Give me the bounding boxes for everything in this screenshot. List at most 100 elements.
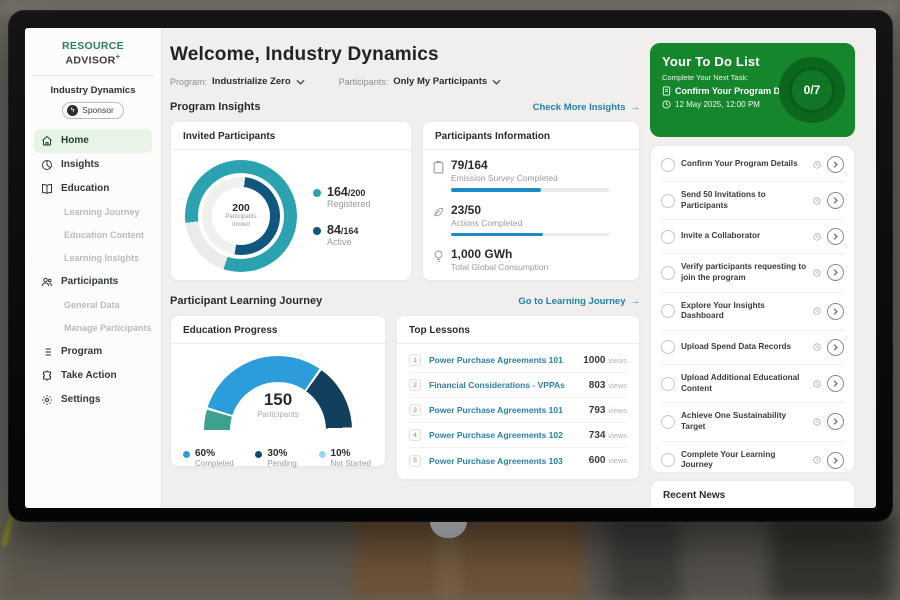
- donut-legend: 164/200 Registered 84/164 Active: [313, 185, 371, 247]
- legend-pending: 30% Pending: [255, 448, 296, 468]
- todo-go-button[interactable]: [827, 452, 844, 469]
- todo-checkbox[interactable]: [661, 158, 675, 172]
- logo-advisor: ADVISOR: [66, 55, 116, 67]
- todo-item[interactable]: Achieve One Sustainability Target: [661, 403, 844, 441]
- lesson-rank: 5: [409, 455, 421, 467]
- todo-checkbox[interactable]: [661, 194, 675, 208]
- todo-item[interactable]: Confirm Your Program Details: [661, 148, 844, 182]
- stat-value: 1,000 GWh: [451, 247, 548, 261]
- sponsor-label: Sponsor: [82, 105, 114, 115]
- registered-dot: [313, 189, 321, 197]
- donut-center: 200 Participants Invited: [212, 187, 270, 245]
- todo-checkbox[interactable]: [661, 266, 675, 280]
- section-title: Participant Learning Journey: [170, 295, 322, 307]
- todo-item-label: Invite a Collaborator: [681, 231, 807, 242]
- timer-icon: [813, 307, 821, 315]
- bulb-icon: [433, 250, 444, 272]
- todo-checkbox[interactable]: [661, 340, 675, 354]
- todo-item-label: Complete Your Learning Journey: [681, 450, 807, 471]
- todo-item[interactable]: Invite a Collaborator: [661, 220, 844, 254]
- sidebar-item-settings[interactable]: Settings: [34, 388, 152, 412]
- sidebar-item-program[interactable]: Program: [34, 340, 152, 364]
- lesson-views: 734: [589, 430, 606, 441]
- todo-due-date: 12 May 2025, 12:00 PM: [675, 100, 760, 109]
- card-title: Participants Information: [423, 122, 639, 150]
- todo-checkbox[interactable]: [661, 304, 675, 318]
- pending-pct: 30%: [267, 448, 296, 459]
- education-progress-card: Education Progress 150 Participants: [170, 315, 386, 467]
- sponsor-badge[interactable]: ϟ Sponsor: [62, 102, 124, 119]
- go-to-learning-journey-link[interactable]: Go to Learning Journey →: [518, 296, 640, 307]
- sidebar-item-participants[interactable]: Participants: [34, 270, 152, 294]
- legend-active: 84/164 Active: [313, 223, 371, 247]
- stat-label: Emission Survey Completed: [451, 173, 609, 183]
- todo-item[interactable]: Verify participants requesting to join t…: [661, 254, 844, 292]
- lesson-link[interactable]: Power Purchase Agreements 102: [429, 430, 581, 440]
- todo-go-button[interactable]: [827, 192, 844, 209]
- puzzle-icon: [41, 370, 53, 382]
- list-icon: [41, 346, 53, 358]
- pending-label: Pending: [267, 459, 296, 468]
- todo-item-label: Upload Additional Educational Content: [681, 373, 807, 394]
- task-doc-icon: [662, 86, 671, 96]
- legend-registered: 164/200 Registered: [313, 185, 371, 209]
- leaf-icon: [433, 206, 444, 237]
- sidebar-item-label: Settings: [61, 394, 100, 405]
- todo-item[interactable]: Upload Additional Educational Content: [661, 365, 844, 403]
- todo-go-button[interactable]: [827, 413, 844, 430]
- todo-go-button[interactable]: [827, 339, 844, 356]
- learning-journey-header: Participant Learning Journey Go to Learn…: [170, 295, 640, 307]
- todo-item-label: Verify participants requesting to join t…: [681, 262, 807, 283]
- book-icon: [41, 183, 53, 195]
- sidebar-item-learning-journey[interactable]: Learning Journey: [34, 201, 152, 224]
- lesson-rank: 3: [409, 404, 421, 416]
- actions-progress-fill: [451, 233, 543, 237]
- card-title: Education Progress: [171, 316, 385, 344]
- todo-checkbox[interactable]: [661, 415, 675, 429]
- todo-item[interactable]: Explore Your Insights Dashboard: [661, 293, 844, 331]
- recent-news-card: Recent News: [650, 480, 855, 508]
- todo-item[interactable]: Complete Your Learning Journey: [661, 442, 844, 480]
- sidebar-item-label: Insights: [61, 159, 99, 170]
- clock-icon: [662, 100, 671, 109]
- sidebar-item-label: Education Content: [64, 230, 144, 240]
- sidebar-item-education-content[interactable]: Education Content: [34, 224, 152, 247]
- timer-icon: [813, 456, 821, 464]
- sidebar-item-take-action[interactable]: Take Action: [34, 364, 152, 388]
- not-started-dot: [319, 451, 326, 458]
- todo-go-button[interactable]: [827, 156, 844, 173]
- lesson-row: 2 Financial Considerations - VPPAs 803 v…: [409, 373, 627, 398]
- todo-item[interactable]: Upload Spend Data Records: [661, 331, 844, 365]
- sidebar-item-label: Manage Participants: [64, 323, 152, 333]
- chevron-down-icon: [492, 79, 501, 85]
- todo-checkbox[interactable]: [661, 453, 675, 467]
- todo-item[interactable]: Send 50 Invitations to Participants: [661, 182, 844, 220]
- lesson-link[interactable]: Power Purchase Agreements 101: [429, 355, 575, 365]
- todo-checkbox[interactable]: [661, 230, 675, 244]
- sidebar-item-insights[interactable]: Insights: [34, 153, 152, 177]
- sidebar: RESOURCE ADVISOR+ Industry Dynamics ϟ Sp…: [25, 28, 162, 508]
- todo-go-button[interactable]: [827, 228, 844, 245]
- registered-denominator: /200: [348, 188, 366, 198]
- participants-dropdown[interactable]: Participants: Only My Participants: [339, 76, 502, 87]
- lesson-link[interactable]: Power Purchase Agreements 101: [429, 405, 581, 415]
- lesson-link[interactable]: Financial Considerations - VPPAs: [429, 380, 581, 390]
- check-more-insights-link[interactable]: Check More Insights →: [533, 102, 640, 113]
- todo-go-button[interactable]: [827, 303, 844, 320]
- timer-icon: [813, 161, 821, 169]
- lesson-row: 3 Power Purchase Agreements 101 793 view…: [409, 398, 627, 423]
- todo-go-button[interactable]: [827, 375, 844, 392]
- sidebar-item-general-data[interactable]: General Data: [34, 294, 152, 317]
- completed-dot: [183, 451, 190, 458]
- sidebar-item-home[interactable]: Home: [34, 129, 152, 153]
- sidebar-item-learning-insights[interactable]: Learning Insights: [34, 247, 152, 270]
- lesson-link[interactable]: Power Purchase Agreements 103: [429, 456, 581, 466]
- sidebar-item-label: Home: [61, 135, 89, 146]
- timer-icon: [813, 418, 821, 426]
- todo-go-button[interactable]: [827, 264, 844, 281]
- sidebar-item-education[interactable]: Education: [34, 177, 152, 201]
- todo-checkbox[interactable]: [661, 377, 675, 391]
- sidebar-item-manage-participants[interactable]: Manage Participants: [34, 317, 152, 340]
- recent-news-title: Recent News: [651, 481, 854, 508]
- program-dropdown[interactable]: Program: Industrialize Zero: [170, 76, 305, 87]
